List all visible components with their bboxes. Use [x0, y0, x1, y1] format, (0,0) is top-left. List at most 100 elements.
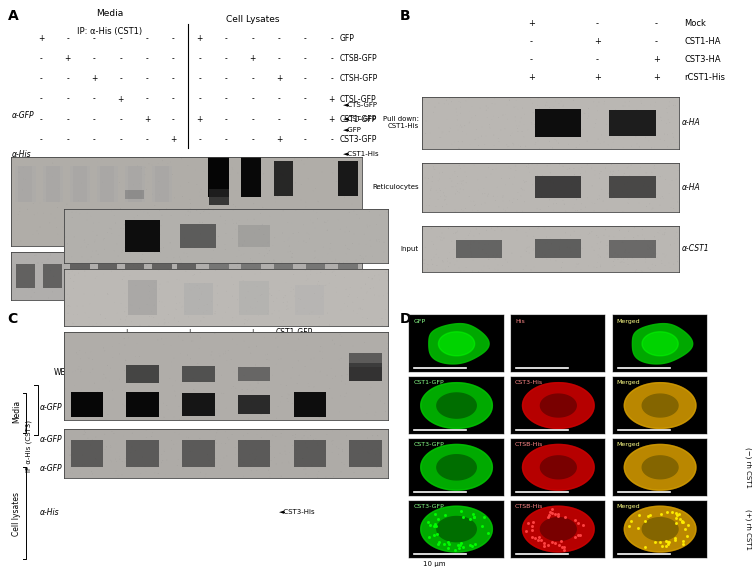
Point	[242, 205, 254, 214]
Point	[547, 122, 559, 132]
Point	[492, 223, 504, 232]
Point	[492, 222, 504, 231]
Point	[456, 177, 468, 186]
Point	[633, 124, 645, 133]
Point	[116, 232, 128, 241]
Point	[660, 225, 672, 234]
Point	[124, 208, 136, 217]
Point	[339, 241, 351, 250]
Point	[300, 227, 312, 236]
Text: 10 μm: 10 μm	[423, 562, 446, 567]
Point	[661, 108, 673, 117]
Point	[243, 343, 255, 352]
Point	[59, 384, 71, 394]
Point	[178, 286, 190, 295]
Point	[633, 142, 645, 152]
Point	[671, 234, 683, 243]
Text: -: -	[198, 74, 201, 84]
Point	[82, 255, 94, 264]
Bar	[184, 283, 213, 315]
Point	[655, 113, 667, 122]
Point	[72, 226, 84, 235]
Point	[313, 197, 325, 206]
Point	[622, 198, 634, 207]
Point	[155, 221, 167, 231]
Point	[98, 234, 110, 243]
Point	[77, 301, 89, 311]
Point	[133, 263, 145, 272]
Point	[195, 316, 207, 325]
Point	[474, 239, 486, 248]
Point	[210, 431, 222, 440]
Point	[182, 178, 195, 187]
Text: +: +	[276, 135, 282, 144]
Point	[583, 261, 595, 271]
Point	[313, 413, 325, 422]
Point	[545, 239, 557, 248]
Point	[152, 256, 164, 265]
Point	[507, 162, 520, 171]
Point	[270, 248, 282, 257]
Bar	[240, 281, 268, 315]
Point	[336, 447, 348, 456]
Point	[120, 356, 132, 365]
Point	[241, 307, 253, 316]
Point	[143, 312, 155, 321]
Point	[659, 261, 671, 270]
Point	[423, 98, 435, 108]
Point	[87, 470, 99, 479]
Point	[162, 159, 174, 168]
Point	[326, 439, 339, 448]
Point	[287, 431, 299, 440]
Point	[593, 169, 605, 178]
Point	[193, 432, 205, 442]
Point	[320, 287, 332, 296]
Point	[28, 197, 40, 206]
Point	[456, 127, 468, 136]
Point	[260, 244, 272, 253]
Point	[440, 184, 452, 193]
Point	[648, 162, 660, 172]
Point	[205, 351, 217, 360]
Text: +: +	[91, 74, 97, 84]
Bar	[339, 264, 357, 288]
Point	[441, 115, 453, 124]
Bar	[152, 264, 172, 288]
Point	[85, 252, 97, 261]
Text: Input: Input	[400, 246, 418, 252]
Point	[196, 287, 208, 296]
Point	[134, 196, 146, 205]
Point	[128, 213, 140, 223]
Point	[379, 305, 391, 314]
Point	[161, 401, 173, 410]
Point	[539, 224, 551, 233]
Point	[221, 451, 233, 460]
Point	[222, 283, 234, 292]
Point	[333, 450, 345, 459]
Point	[435, 133, 447, 142]
Point	[321, 371, 333, 380]
Bar	[209, 189, 228, 205]
Point	[444, 259, 456, 268]
Point	[437, 265, 449, 275]
Point	[137, 153, 149, 162]
Point	[338, 460, 350, 469]
Point	[449, 228, 461, 237]
Point	[192, 304, 204, 313]
Point	[586, 227, 598, 236]
Point	[293, 441, 305, 450]
Point	[434, 192, 446, 201]
Point	[504, 96, 516, 105]
Point	[218, 194, 230, 204]
Point	[168, 412, 180, 422]
Point	[452, 125, 464, 134]
Point	[238, 249, 250, 259]
Point	[112, 172, 124, 181]
Point	[88, 263, 100, 272]
Point	[580, 168, 592, 177]
Point	[142, 177, 154, 186]
Point	[455, 164, 467, 173]
Text: ◄CST-GFP: ◄CST-GFP	[279, 467, 314, 473]
Point	[226, 430, 238, 439]
Point	[277, 426, 289, 435]
